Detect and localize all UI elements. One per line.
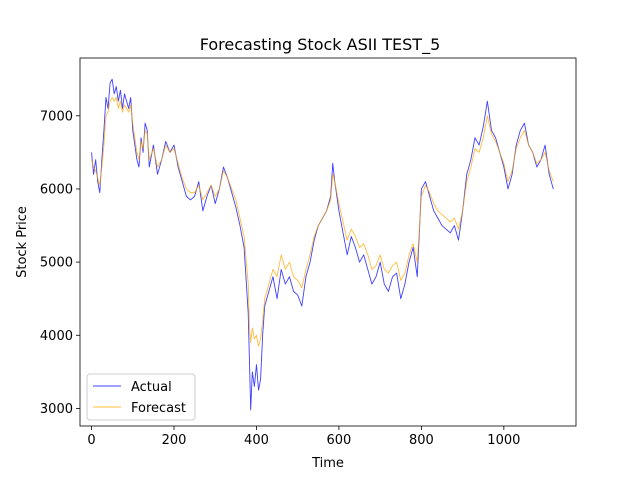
x-tick-label: 0 — [87, 433, 95, 448]
y-tick-label: 7000 — [40, 109, 73, 124]
y-axis: 3000 4000 5000 6000 7000 — [40, 109, 80, 417]
x-axis-label: Time — [311, 456, 344, 471]
y-tick-label: 4000 — [40, 329, 73, 344]
y-tick-label: 6000 — [40, 182, 73, 197]
series-layer — [91, 78, 554, 411]
plot-area — [79, 57, 577, 427]
y-axis-label: Stock Price — [15, 206, 30, 278]
axes-frame — [79, 57, 577, 427]
legend-label-forecast: Forecast — [131, 401, 186, 416]
y-tick-label: 5000 — [40, 256, 73, 271]
x-axis: 0 200 400 600 800 1000 — [87, 426, 520, 448]
x-tick-label: 400 — [244, 433, 269, 448]
legend-label-actual: Actual — [131, 380, 172, 395]
x-tick-label: 600 — [327, 433, 352, 448]
chart-title: Forecasting Stock ASII TEST_5 — [200, 35, 441, 55]
x-tick-label: 1000 — [487, 433, 520, 448]
series-line-forecast — [91, 97, 554, 347]
y-tick-label: 3000 — [40, 402, 73, 417]
legend: Actual Forecast — [86, 373, 196, 421]
x-tick-label: 200 — [162, 433, 187, 448]
x-tick-label: 800 — [409, 433, 434, 448]
